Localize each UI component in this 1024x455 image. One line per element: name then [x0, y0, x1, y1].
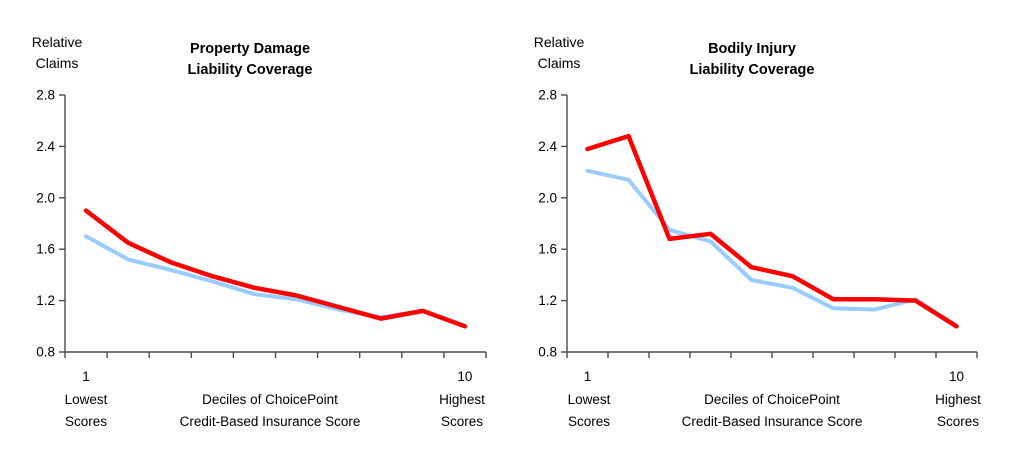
x-tick-label-last: 10 [457, 369, 472, 384]
y-tick-label: 1.2 [36, 293, 55, 308]
y-axis-title-line: Relative [533, 34, 585, 50]
y-axis-title-line: Relative [31, 34, 83, 50]
x-axis-label-line: Scores [64, 414, 108, 429]
chart-title-line: Bodily Injury [708, 41, 796, 57]
y-axis-title-line: Claims [537, 55, 581, 71]
bodily-injury-chart-plot: 2.8 2.4 2.0 1.6 1.2 0.8 1 10 [538, 88, 978, 384]
y-tick-label: 2.0 [538, 190, 557, 205]
red-series-line [83, 208, 468, 329]
x-axis-title-line: Deciles of ChoicePoint [202, 392, 338, 407]
y-axis-title-left: Relative Claims [32, 32, 83, 74]
x-axis-label-line: Highest [439, 392, 485, 407]
x-axis-title-line: Credit-Based Insurance Score [681, 414, 863, 429]
x-axis-label-line: Scores [567, 414, 611, 429]
y-tick-label: 2.4 [538, 139, 557, 154]
x-tick-label-last: 10 [949, 369, 964, 384]
x-axis-title-line: Deciles of ChoicePoint [704, 392, 840, 407]
x-axis-label-lowest-scores-left: Lowest Scores [65, 389, 108, 433]
x-axis-label-lowest-scores-right: Lowest Scores [568, 389, 611, 433]
x-axis-label-highest-scores-left: Highest Scores [439, 389, 485, 433]
y-tick-label: 0.8 [538, 345, 557, 360]
x-axis-label-line: Scores [440, 414, 484, 429]
y-tick-label: 2.0 [36, 190, 55, 205]
chart-title-bodily-injury: Bodily Injury Liability Coverage [690, 39, 815, 81]
property-damage-chart-plot: 2.8 2.4 2.0 1.6 1.2 0.8 1 10 [36, 88, 487, 384]
y-axis-title-right: Relative Claims [534, 32, 585, 74]
x-axis-label-highest-scores-right: Highest Scores [935, 389, 981, 433]
y-axis-title-line: Claims [35, 55, 79, 71]
chart-title-line: Liability Coverage [689, 62, 815, 78]
y-tick-label: 2.4 [36, 139, 55, 154]
x-axis-title-right: Deciles of ChoicePoint Credit-Based Insu… [682, 389, 863, 433]
chart-title-line: Property Damage [189, 41, 311, 57]
y-tick-label: 1.6 [538, 242, 557, 257]
y-tick-label: 2.8 [538, 88, 557, 103]
y-tick-label: 1.2 [538, 293, 557, 308]
x-tick-label-first: 1 [584, 369, 592, 384]
red-series-line [585, 133, 959, 329]
x-axis-label-line: Scores [936, 414, 980, 429]
blue-series-line [585, 168, 959, 329]
chart-title-line: Liability Coverage [187, 62, 313, 78]
x-tick-label-first: 1 [82, 369, 90, 384]
y-tick-label: 1.6 [36, 242, 55, 257]
x-axis-label-line: Lowest [64, 392, 108, 407]
x-axis-label-line: Highest [935, 392, 981, 407]
chart-title-property-damage: Property Damage Liability Coverage [188, 39, 313, 81]
y-tick-label: 2.8 [36, 88, 55, 103]
y-tick-label: 0.8 [36, 345, 55, 360]
x-axis-title-left: Deciles of ChoicePoint Credit-Based Insu… [180, 389, 361, 433]
x-axis-label-line: Lowest [567, 392, 611, 407]
x-axis-title-line: Credit-Based Insurance Score [179, 414, 361, 429]
